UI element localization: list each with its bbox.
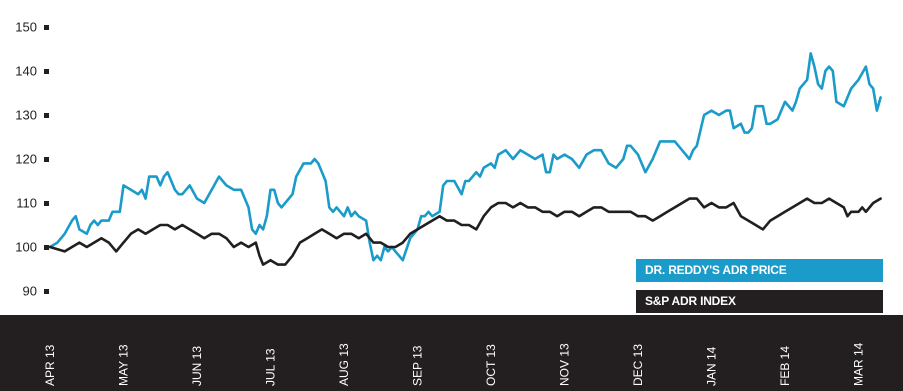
x-tick-label: OCT 13: [484, 344, 498, 386]
x-tick-label: SEP 13: [411, 345, 425, 386]
y-tick-marker: [44, 289, 49, 294]
x-tick-label: NOV 13: [558, 343, 572, 386]
x-tick-label: AUG 13: [337, 343, 351, 386]
x-tick-label: APR 13: [43, 344, 57, 386]
y-tick-label: 130: [15, 108, 37, 123]
legend-sp-adr-index: S&P ADR INDEX: [636, 290, 883, 313]
x-tick-label: MAR 14: [852, 342, 866, 386]
x-tick-label: MAY 13: [117, 344, 131, 386]
y-tick-marker: [44, 245, 49, 250]
y-tick-label: 110: [16, 196, 37, 211]
legend-sp-label: S&P ADR INDEX: [645, 294, 736, 308]
y-tick-label: 140: [15, 64, 37, 79]
y-tick-marker: [44, 201, 49, 206]
x-axis: APR 13 MAY 13 JUN 13 JUL 13 AUG 13 SEP 13 OCT …: [43, 342, 866, 386]
y-tick-label: 120: [15, 152, 37, 167]
legend-drreddy-label: DR. REDDY'S ADR PRICE: [645, 263, 787, 277]
x-tick-label: FEB 14: [778, 346, 792, 386]
y-tick-label: 100: [15, 240, 37, 255]
y-tick-marker: [44, 113, 49, 118]
y-tick-marker: [44, 157, 49, 162]
x-tick-label: JUL 13: [264, 348, 278, 386]
legend-drreddy: DR. REDDY'S ADR PRICE: [636, 259, 883, 282]
y-axis: 150 140 130 120 110 100 90: [15, 20, 49, 299]
x-tick-label: DEC 13: [631, 344, 645, 386]
y-tick-marker: [44, 69, 49, 74]
y-tick-marker: [44, 25, 49, 30]
x-axis-band: [0, 315, 903, 391]
x-tick-label: JUN 13: [190, 346, 204, 386]
y-tick-label: 90: [23, 284, 37, 299]
series-line-drreddy: [48, 52, 882, 262]
series-line-sp-adr-index: [48, 197, 882, 266]
x-tick-label: JAN 14: [705, 346, 719, 386]
plot-lines: [48, 52, 882, 266]
y-tick-label: 150: [15, 20, 37, 35]
